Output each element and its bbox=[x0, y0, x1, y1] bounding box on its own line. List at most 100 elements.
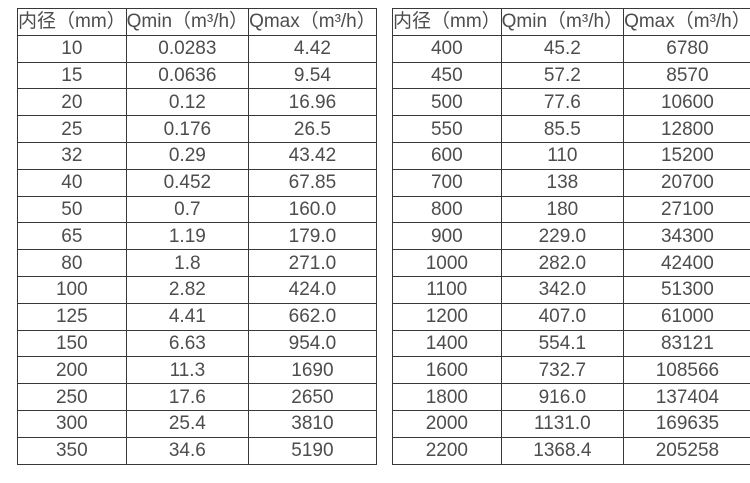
table-body: 400 45.2 6780 450 57.2 8570 500 77.6 10600 550 85.… bbox=[392, 34, 750, 465]
table-row: 150 6.63 954.0 bbox=[17, 329, 377, 358]
table-cell: 700 bbox=[392, 168, 502, 197]
header-row: 内径（mm） Qmin（m³/h） Qmax（m³/h） bbox=[392, 8, 750, 36]
table-cell: 1.8 bbox=[125, 249, 250, 277]
table-cell: 2200 bbox=[392, 436, 502, 465]
table-cell: 15200 bbox=[623, 141, 750, 170]
table-cell: 2.82 bbox=[125, 275, 250, 304]
header-qmin: Qmin（m³/h） bbox=[125, 8, 250, 36]
table-cell: 15 bbox=[17, 61, 127, 90]
table-cell: 954.0 bbox=[248, 329, 377, 358]
table-cell: 1800 bbox=[392, 383, 502, 411]
table-cell: 4.42 bbox=[248, 34, 377, 63]
table-cell: 1131.0 bbox=[500, 409, 625, 438]
table-cell: 1.19 bbox=[125, 222, 250, 251]
table-cell: 12800 bbox=[623, 115, 750, 143]
table-cell: 110 bbox=[500, 141, 625, 170]
header-row: 内径（mm） Qmin（m³/h） Qmax（m³/h） bbox=[17, 8, 377, 36]
table-cell: 61000 bbox=[623, 302, 750, 331]
table-cell: 282.0 bbox=[500, 249, 625, 277]
table-cell: 50 bbox=[17, 195, 127, 224]
table-row: 250 17.6 2650 bbox=[17, 383, 377, 411]
table-cell: 25 bbox=[17, 115, 127, 143]
table-cell: 40 bbox=[17, 168, 127, 197]
table-row: 500 77.6 10600 bbox=[392, 88, 750, 117]
table-cell: 2650 bbox=[248, 383, 377, 411]
table-cell: 342.0 bbox=[500, 275, 625, 304]
table-row: 1800 916.0 137404 bbox=[392, 383, 750, 411]
flow-table-small-diameters: 内径（mm） Qmin（m³/h） Qmax（m³/h） 10 0.0283 4.4… bbox=[17, 8, 377, 465]
table-cell: 9.54 bbox=[248, 61, 377, 90]
table-cell: 1000 bbox=[392, 249, 502, 277]
table-row: 400 45.2 6780 bbox=[392, 34, 750, 63]
table-cell: 150 bbox=[17, 329, 127, 358]
table-cell: 1690 bbox=[248, 356, 377, 385]
table-cell: 0.452 bbox=[125, 168, 250, 197]
table-cell: 83121 bbox=[623, 329, 750, 358]
table-cell: 17.6 bbox=[125, 383, 250, 411]
table-body: 10 0.0283 4.42 15 0.0636 9.54 20 0.12 16.96 25 0.1… bbox=[17, 34, 377, 465]
table-cell: 1600 bbox=[392, 356, 502, 385]
table-cell: 0.0283 bbox=[125, 34, 250, 63]
table-cell: 10 bbox=[17, 34, 127, 63]
table-row: 1600 732.7 108566 bbox=[392, 356, 750, 385]
header-qmin: Qmin（m³/h） bbox=[500, 8, 625, 36]
table-cell: 67.85 bbox=[248, 168, 377, 197]
table-row: 200 11.3 1690 bbox=[17, 356, 377, 385]
table-cell: 1200 bbox=[392, 302, 502, 331]
table-cell: 1368.4 bbox=[500, 436, 625, 465]
table-row: 450 57.2 8570 bbox=[392, 61, 750, 90]
table-cell: 169635 bbox=[623, 409, 750, 438]
table-cell: 180 bbox=[500, 195, 625, 224]
table-cell: 6780 bbox=[623, 34, 750, 63]
table-cell: 500 bbox=[392, 88, 502, 117]
table-row: 350 34.6 5190 bbox=[17, 436, 377, 465]
table-row: 1200 407.0 61000 bbox=[392, 302, 750, 331]
table-cell: 916.0 bbox=[500, 383, 625, 411]
table-cell: 271.0 bbox=[248, 249, 377, 277]
table-row: 20 0.12 16.96 bbox=[17, 88, 377, 117]
table-cell: 8570 bbox=[623, 61, 750, 90]
header-inner-diameter: 内径（mm） bbox=[392, 8, 502, 36]
header-qmax: Qmax（m³/h） bbox=[623, 8, 750, 36]
table-cell: 108566 bbox=[623, 356, 750, 385]
table-row: 2200 1368.4 205258 bbox=[392, 436, 750, 465]
flow-table-large-diameters: 内径（mm） Qmin（m³/h） Qmax（m³/h） 400 45.2 6780… bbox=[392, 8, 750, 465]
table-row: 125 4.41 662.0 bbox=[17, 302, 377, 331]
table-row: 10 0.0283 4.42 bbox=[17, 34, 377, 63]
table-cell: 250 bbox=[17, 383, 127, 411]
table-cell: 6.63 bbox=[125, 329, 250, 358]
table-row: 100 2.82 424.0 bbox=[17, 275, 377, 304]
table-cell: 179.0 bbox=[248, 222, 377, 251]
table-cell: 800 bbox=[392, 195, 502, 224]
table-cell: 0.0636 bbox=[125, 61, 250, 90]
table-cell: 57.2 bbox=[500, 61, 625, 90]
table-cell: 4.41 bbox=[125, 302, 250, 331]
table-cell: 450 bbox=[392, 61, 502, 90]
table-cell: 80 bbox=[17, 249, 127, 277]
table-cell: 1100 bbox=[392, 275, 502, 304]
table-cell: 0.176 bbox=[125, 115, 250, 143]
table-cell: 205258 bbox=[623, 436, 750, 465]
table-row: 300 25.4 3810 bbox=[17, 409, 377, 438]
table-cell: 732.7 bbox=[500, 356, 625, 385]
table-cell: 400 bbox=[392, 34, 502, 63]
table-row: 600 110 15200 bbox=[392, 141, 750, 170]
table-cell: 137404 bbox=[623, 383, 750, 411]
table-cell: 45.2 bbox=[500, 34, 625, 63]
table-row: 2000 1131.0 169635 bbox=[392, 409, 750, 438]
table-cell: 65 bbox=[17, 222, 127, 251]
table-cell: 32 bbox=[17, 141, 127, 170]
table-cell: 300 bbox=[17, 409, 127, 438]
table-cell: 900 bbox=[392, 222, 502, 251]
header-qmax: Qmax（m³/h） bbox=[248, 8, 377, 36]
table-cell: 554.1 bbox=[500, 329, 625, 358]
table-cell: 3810 bbox=[248, 409, 377, 438]
table-cell: 0.7 bbox=[125, 195, 250, 224]
table-cell: 662.0 bbox=[248, 302, 377, 331]
table-row: 700 138 20700 bbox=[392, 168, 750, 197]
table-row: 65 1.19 179.0 bbox=[17, 222, 377, 251]
table-cell: 51300 bbox=[623, 275, 750, 304]
table-cell: 16.96 bbox=[248, 88, 377, 117]
table-row: 1400 554.1 83121 bbox=[392, 329, 750, 358]
table-row: 900 229.0 34300 bbox=[392, 222, 750, 251]
